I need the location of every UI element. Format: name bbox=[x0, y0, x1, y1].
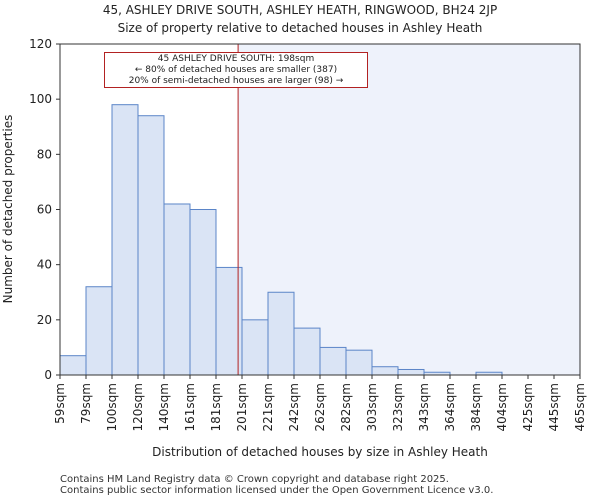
x-tick-label: 364sqm bbox=[443, 383, 457, 431]
y-tick-label: 40 bbox=[37, 258, 52, 272]
x-tick-label: 79sqm bbox=[79, 383, 93, 424]
x-tick-label: 404sqm bbox=[495, 383, 509, 431]
bar-221sqm bbox=[267, 291, 295, 376]
x-tick-label: 425sqm bbox=[521, 383, 535, 431]
y-tick-label: 100 bbox=[29, 92, 52, 106]
x-tick-label: 445sqm bbox=[547, 383, 561, 431]
footer-line-1: Contains HM Land Registry data © Crown c… bbox=[60, 474, 449, 485]
bar-242sqm bbox=[293, 327, 321, 376]
annotation-line-2: ← 80% of detached houses are smaller (38… bbox=[134, 65, 338, 75]
annotation-box: 45 ASHLEY DRIVE SOUTH: 198sqm ← 80% of d… bbox=[104, 52, 368, 88]
x-tick-label: 303sqm bbox=[365, 383, 379, 431]
bar-161sqm bbox=[189, 209, 217, 376]
bar-323sqm bbox=[397, 368, 425, 376]
x-axis-label: Distribution of detached houses by size … bbox=[152, 445, 488, 459]
bar-201sqm bbox=[241, 319, 269, 376]
x-tick-label: 140sqm bbox=[157, 383, 171, 431]
x-tick-label: 262sqm bbox=[313, 383, 327, 431]
x-tick-label: 59sqm bbox=[53, 383, 67, 424]
x-tick-label: 343sqm bbox=[417, 383, 431, 431]
x-tick-label: 323sqm bbox=[391, 383, 405, 431]
bar-120sqm bbox=[137, 115, 165, 376]
y-tick-label: 20 bbox=[37, 313, 52, 327]
annotation-line-3: 20% of semi-detached houses are larger (… bbox=[128, 76, 344, 86]
x-tick-label: 282sqm bbox=[339, 383, 353, 431]
y-tick-label: 60 bbox=[37, 203, 52, 217]
y-tick-label: 80 bbox=[37, 147, 52, 161]
x-tick-label: 384sqm bbox=[469, 383, 483, 431]
bar-282sqm bbox=[345, 349, 373, 376]
x-tick-label: 100sqm bbox=[105, 383, 119, 431]
x-tick-label: 120sqm bbox=[131, 383, 145, 431]
x-tick-label: 242sqm bbox=[287, 383, 301, 431]
x-tick-label: 465sqm bbox=[573, 383, 587, 431]
x-tick-label: 201sqm bbox=[235, 383, 249, 431]
bars-group bbox=[59, 104, 503, 376]
x-tick-label: 161sqm bbox=[183, 383, 197, 431]
y-ticks-group: 0 20 40 60 80 100 120 bbox=[29, 37, 60, 382]
highlight-region bbox=[238, 44, 580, 375]
annotation-line-1: 45 ASHLEY DRIVE SOUTH: 198sqm bbox=[157, 54, 315, 64]
chart-title: 45, ASHLEY DRIVE SOUTH, ASHLEY HEATH, RI… bbox=[102, 3, 498, 17]
chart-subtitle: Size of property relative to detached ho… bbox=[117, 21, 483, 35]
y-tick-label: 0 bbox=[44, 368, 52, 382]
bar-59sqm bbox=[59, 355, 87, 376]
bar-79sqm bbox=[85, 286, 113, 376]
x-tick-label: 181sqm bbox=[209, 383, 223, 431]
x-ticks-group: 59sqm 79sqm 100sqm 120sqm 140sqm 161sqm 181sqm… bbox=[53, 375, 587, 431]
bar-100sqm bbox=[111, 104, 139, 376]
y-tick-label: 120 bbox=[29, 37, 52, 51]
bar-262sqm bbox=[319, 346, 347, 376]
footer-line-2: Contains public sector information licen… bbox=[60, 485, 494, 496]
x-tick-label: 221sqm bbox=[261, 383, 275, 431]
y-axis-label: Number of detached properties bbox=[1, 114, 15, 304]
bar-303sqm bbox=[371, 366, 399, 376]
bar-140sqm bbox=[163, 203, 191, 376]
